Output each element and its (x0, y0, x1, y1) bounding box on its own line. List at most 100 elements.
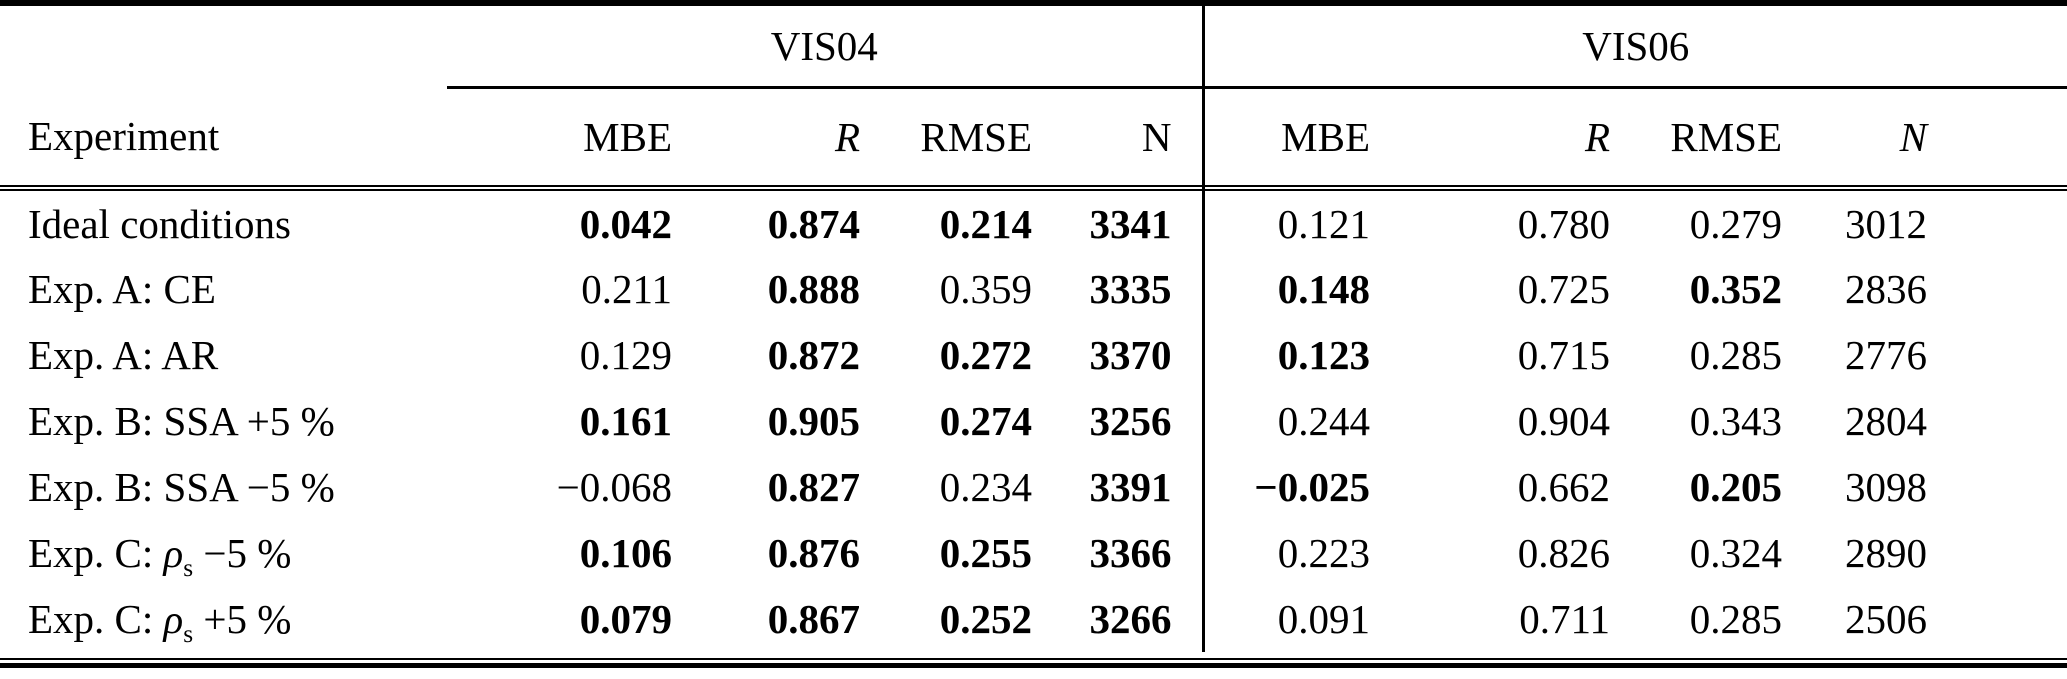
value-cell: 0.343 (1689, 398, 1783, 444)
value-cell: 0.725 (1517, 266, 1611, 312)
value-cell: 2836 (1845, 266, 1928, 312)
value-cell: 0.244 (1201, 388, 1371, 454)
value-cell: 0.352 (1689, 266, 1783, 312)
value-cell: 0.255 (939, 530, 1032, 576)
value-cell: 0.359 (939, 266, 1032, 312)
value-cell: 2506 (1845, 596, 1928, 642)
value-cell: 0.827 (767, 464, 860, 510)
value-cell: 0.214 (939, 200, 1032, 247)
column-header-n-vis04: N (1141, 113, 1172, 160)
label-segment: Exp. B: SSA +5 % (28, 398, 335, 444)
table-row: Exp. A: AR 0.129 0.872 0.272 3370 0.123 0.715 0… (0, 322, 2067, 388)
label-segment: Exp. C: (28, 596, 164, 642)
value-cell: 0.826 (1517, 530, 1611, 576)
value-cell: 0.234 (939, 464, 1032, 510)
column-header-rmse-vis04: RMSE (920, 113, 1032, 160)
value-cell: 3098 (1845, 464, 1928, 510)
value-cell: 3370 (1089, 332, 1172, 378)
value-cell: 0.042 (579, 200, 672, 247)
header-separator-rule (0, 185, 2067, 191)
value-cell: 3391 (1089, 464, 1172, 510)
value-cell: 0.904 (1517, 398, 1611, 444)
header-separator-right (1201, 185, 2067, 191)
value-cell: 2804 (1845, 398, 1928, 444)
experiment-label: Ideal conditions (0, 190, 447, 256)
value-cell: 3256 (1089, 398, 1172, 444)
value-cell: 3366 (1089, 530, 1172, 576)
value-cell: 3012 (1845, 200, 1928, 247)
value-cell: 0.106 (579, 530, 672, 576)
label-segment: Exp. C: (28, 530, 164, 576)
experiment-label: Exp. B: SSA −5 % (0, 454, 447, 520)
results-table: VIS04 VIS06 Experiment MBE R RMSE N MBE … (0, 6, 2067, 652)
column-header-r-vis04: R (834, 113, 860, 160)
value-cell: 0.252 (939, 596, 1032, 642)
table-row: Ideal conditions 0.042 0.874 0.214 3341 0.121… (0, 190, 2067, 256)
table-body: Ideal conditions 0.042 0.874 0.214 3341 0.121… (0, 190, 2067, 652)
group-header-vis06: VIS06 (1201, 6, 2067, 89)
value-cell: 0.888 (767, 266, 860, 312)
value-cell: 0.079 (579, 596, 672, 642)
table-header: VIS04 VIS06 Experiment MBE R RMSE N MBE … (0, 6, 2067, 191)
value-cell: 0.223 (1201, 520, 1371, 586)
value-cell: 0.123 (1201, 322, 1371, 388)
value-cell: 2776 (1845, 332, 1928, 378)
value-cell: 0.905 (767, 398, 860, 444)
table-top-rule (0, 0, 2067, 6)
value-cell: 0.091 (1201, 586, 1371, 652)
value-cell: 2890 (1845, 530, 1928, 576)
label-subscript: s (183, 554, 194, 583)
value-cell: 0.711 (1519, 596, 1611, 642)
value-cell: 0.129 (579, 332, 672, 378)
value-cell: 0.872 (767, 332, 860, 378)
table-row: Exp. C: ρs −5 % 0.106 0.876 0.255 3366 0.223 0… (0, 520, 2067, 586)
value-cell: 0.279 (1689, 200, 1783, 247)
value-cell: 0.780 (1517, 200, 1611, 247)
column-header-row: Experiment MBE R RMSE N MBE R RMSE N (0, 87, 2067, 186)
group-header-spacer (0, 6, 447, 87)
label-segment: Exp. B: SSA −5 % (28, 464, 335, 510)
column-header-n-vis06: N (1899, 113, 1928, 160)
label-segment: Exp. A: AR (28, 332, 219, 378)
value-cell: −0.068 (556, 464, 672, 510)
label-segment: −5 % (193, 530, 292, 576)
column-header-r-vis06: R (1584, 113, 1611, 160)
table-row: Exp. C: ρs +5 % 0.079 0.867 0.252 3266 0.091 0… (0, 586, 2067, 652)
value-cell: 0.211 (581, 266, 672, 312)
label-segment: Ideal conditions (28, 200, 292, 247)
value-cell: 0.874 (767, 200, 860, 247)
value-cell: 0.272 (939, 332, 1032, 378)
group-header-vis04: VIS04 (447, 6, 1204, 89)
label-segment: Exp. A: CE (28, 266, 216, 312)
value-cell: 0.876 (767, 530, 860, 576)
label-subscript: s (183, 620, 194, 649)
value-cell: −0.025 (1201, 454, 1371, 520)
value-cell: 0.662 (1517, 464, 1611, 510)
table-bottom-rule (0, 658, 2067, 668)
header-separator-left (0, 185, 1204, 191)
table-row: Exp. B: SSA −5 % −0.068 0.827 0.234 3391 −0.0… (0, 454, 2067, 520)
table-row: Exp. A: CE 0.211 0.888 0.359 3335 0.148 0.725 0… (0, 256, 2067, 322)
experiment-label: Exp. B: SSA +5 % (0, 388, 447, 454)
value-cell: 0.285 (1689, 332, 1783, 378)
value-cell: 0.161 (579, 398, 672, 444)
value-cell: 3335 (1089, 266, 1172, 312)
experiment-label: Exp. A: AR (0, 322, 447, 388)
column-header-rmse-vis06: RMSE (1670, 113, 1783, 160)
value-cell: 0.715 (1517, 332, 1611, 378)
experiment-label: Exp. C: ρs +5 % (0, 586, 447, 652)
label-segment: +5 % (193, 596, 292, 642)
column-header-experiment: Experiment (28, 113, 220, 159)
column-header-mbe-vis06: MBE (1201, 87, 1371, 186)
column-header-mbe-vis04: MBE (583, 113, 672, 160)
value-cell: 0.324 (1689, 530, 1783, 576)
value-cell: 3266 (1089, 596, 1172, 642)
experiment-label: Exp. C: ρs −5 % (0, 520, 447, 586)
value-cell: 0.148 (1201, 256, 1371, 322)
label-segment: ρ (163, 596, 184, 642)
label-segment: ρ (163, 530, 184, 576)
value-cell: 0.274 (939, 398, 1032, 444)
group-header-row: VIS04 VIS06 (0, 6, 2067, 89)
value-cell: 0.285 (1689, 596, 1783, 642)
